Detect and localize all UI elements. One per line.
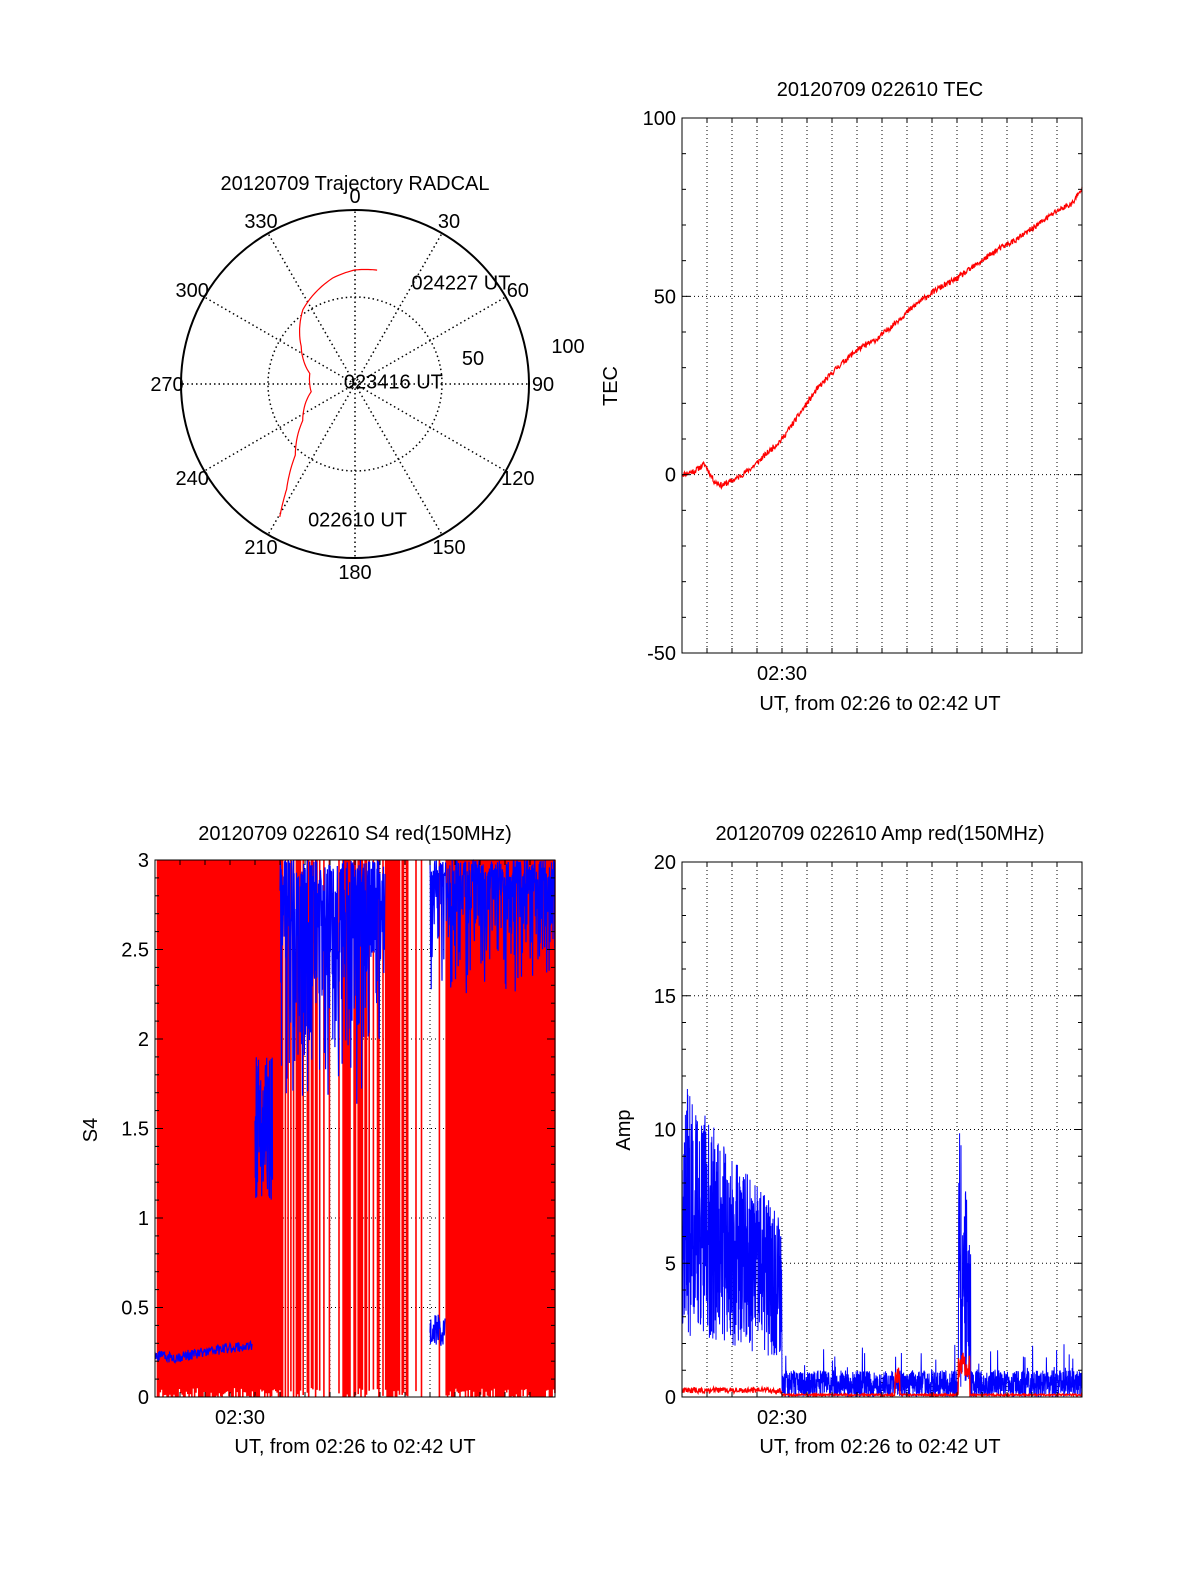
polar-azimuth-label: 240 [175,468,208,490]
polar-trajectory-panel: 20120709 Trajectory RADCAL 0 30 60 90 120 150… [150,173,584,584]
amp-panel: 20120709 022610 Amp red(150MHz) Amp UT, … [613,823,1083,1458]
polar-azimuth-label: 60 [507,280,529,302]
tec-series-line [681,186,1083,490]
s4-blue-series-line [429,859,556,994]
y-tick-label: 50 [654,286,676,308]
polar-outer-circle [180,209,530,559]
polar-grid [180,209,530,559]
y-tick-label: -50 [647,643,676,665]
x-tick-label: 02:30 [215,1407,265,1429]
y-tick-label: 5 [665,1253,676,1275]
polar-title: 20120709 Trajectory RADCAL [220,173,489,195]
polar-time-annotation: 023416 UT [344,371,443,393]
polar-spoke [267,232,356,385]
data-layer [681,186,1083,490]
polar-spoke [354,383,507,472]
s4-blue-series-line [154,1339,253,1364]
polar-spoke [354,383,443,536]
tec-xlabel: UT, from 02:26 to 02:42 UT [759,693,1000,715]
polar-azimuth-label: 330 [244,211,277,233]
s4-ylabel: S4 [80,1118,102,1142]
polar-azimuth-label: 30 [438,211,460,233]
polar-spoke [203,383,356,472]
y-tick-label: 0.5 [121,1298,149,1320]
s4-blue-series-line [254,1057,274,1200]
s4-xlabel: UT, from 02:26 to 02:42 UT [234,1436,475,1458]
amp-blue-series-line [681,1088,1083,1398]
polar-azimuth-label: 120 [501,468,534,490]
amp-title: 20120709 022610 Amp red(150MHz) [715,823,1044,845]
polar-azimuth-label: 300 [175,280,208,302]
y-tick-label: 0 [665,465,676,487]
tec-panel: 20120709 022610 TEC TEC UT, from 02:26 t… [600,79,1083,715]
y-tick-label: 3 [138,850,149,872]
tec-title: 20120709 022610 TEC [777,79,983,101]
ticks-layer: -50 0 50 100 02:30 [643,108,1083,685]
s4-blue-series-line [429,1314,446,1346]
y-tick-label: 15 [654,986,676,1008]
tec-marks: -50 0 50 100 02:30 [643,108,1083,685]
tec-ylabel: TEC [600,366,622,406]
y-tick-label: 10 [654,1120,676,1142]
s4-marks: 0 0.5 1 1.5 2 2.5 3 02:30 [121,850,556,1429]
polar-spoke [203,296,356,385]
x-tick-label: 02:30 [757,1407,807,1429]
s4-panel: 20120709 022610 S4 red(150MHz) S4 UT, fr… [80,823,556,1458]
polar-spoke [354,296,507,385]
polar-marks: 0 30 60 90 120 150 180 210 240 270 300 330 50 100 0242… [150,186,584,584]
polar-spoke [267,383,356,536]
polar-azimuth-label: 270 [150,374,183,396]
polar-azimuth-label: 210 [244,537,277,559]
polar-center [350,379,360,389]
ticks-layer: 0 5 10 15 20 02:30 [654,852,1083,1429]
y-tick-label: 0 [665,1387,676,1409]
polar-trajectory-line [279,268,378,518]
polar-radial-label: 100 [551,336,584,358]
grid-layer [682,862,1082,1397]
amp-xlabel: UT, from 02:26 to 02:42 UT [759,1436,1000,1458]
y-tick-label: 2 [138,1029,149,1051]
polar-azimuth-label: 90 [532,374,554,396]
polar-time-annotation: 022610 UT [308,509,407,531]
polar-time-annotation: 024227 UT [411,273,510,295]
y-tick-label: 0 [138,1387,149,1409]
polar-spoke [354,232,443,385]
y-tick-label: 1.5 [121,1119,149,1141]
grid-layer [682,118,1082,653]
polar-azimuth-label: 150 [432,537,465,559]
data-layer [154,859,556,1397]
y-tick-label: 100 [643,108,676,130]
s4-title: 20120709 022610 S4 red(150MHz) [198,823,512,845]
y-tick-label: 20 [654,852,676,874]
polar-azimuth-label: 180 [338,562,371,584]
polar-radial-label: 50 [462,348,484,370]
amp-marks: 0 5 10 15 20 02:30 [654,852,1083,1429]
ticks-layer: 0 0.5 1 1.5 2 2.5 3 02:30 [121,850,556,1429]
x-tick-label: 02:30 [757,663,807,685]
amp-ylabel: Amp [613,1109,635,1150]
polar-azimuth-label: 0 [349,186,360,208]
y-tick-label: 1 [138,1208,149,1230]
s4-blue-series-line [279,859,386,1104]
y-tick-label: 2.5 [121,940,149,962]
